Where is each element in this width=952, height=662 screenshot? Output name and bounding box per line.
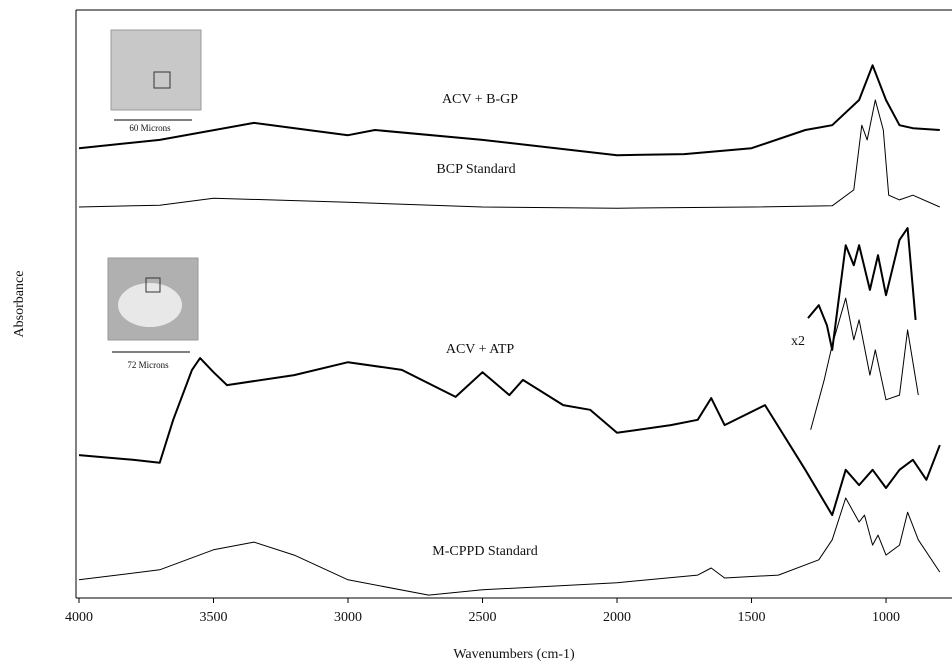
x-tick-label: 2000	[603, 610, 631, 625]
series-label: ACV + B-GP	[442, 92, 518, 107]
series-label: BCP Standard	[436, 162, 515, 177]
annotation: 72 Microns	[127, 360, 169, 370]
series-label: M-CPPD Standard	[432, 544, 537, 559]
y-axis-label: Absorbance	[12, 271, 27, 338]
micrograph	[110, 29, 202, 111]
x-axis-label: Wavenumbers (cm-1)	[453, 647, 575, 662]
spectrum-line	[78, 64, 940, 157]
micrograph-marker	[145, 277, 161, 293]
spectrum-line	[807, 227, 917, 351]
x-tick-label: 3000	[334, 610, 362, 625]
series-label: ACV + ATP	[446, 342, 515, 357]
spectrum-line	[810, 297, 919, 430]
x-tick-label: 1500	[738, 610, 766, 625]
spectrum-line	[78, 497, 941, 596]
annotation: 60 Microns	[129, 123, 171, 133]
x-tick-label: 3500	[200, 610, 228, 625]
x-tick-label: 4000	[65, 610, 93, 625]
spectrum-line	[78, 357, 941, 517]
annotation: x2	[791, 334, 805, 349]
micrograph-marker	[153, 71, 171, 89]
x-tick-label: 1000	[872, 610, 900, 625]
micrograph-particle	[118, 283, 182, 327]
spectrum-line	[78, 99, 941, 209]
x-tick-label: 2500	[469, 610, 497, 625]
